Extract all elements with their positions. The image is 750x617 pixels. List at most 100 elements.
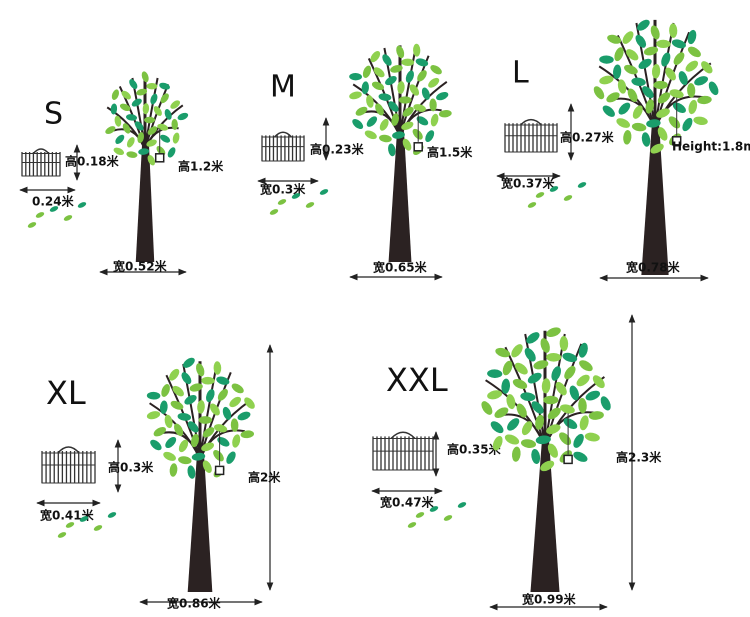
leaf bbox=[546, 353, 562, 362]
leaf bbox=[171, 118, 178, 130]
leaf bbox=[187, 421, 199, 433]
leaf bbox=[170, 400, 184, 410]
leaf bbox=[181, 372, 192, 385]
leaf bbox=[511, 344, 523, 358]
leaf bbox=[416, 116, 429, 126]
leaf bbox=[213, 361, 222, 375]
leaf bbox=[129, 79, 138, 90]
leaf bbox=[678, 71, 688, 86]
fence-height: 高0.27米 bbox=[560, 130, 615, 145]
tree bbox=[105, 71, 189, 262]
leaf bbox=[217, 436, 230, 447]
leaf bbox=[631, 77, 646, 86]
leaf bbox=[319, 189, 329, 195]
tree bbox=[593, 19, 719, 275]
leaf bbox=[531, 448, 541, 465]
leaf bbox=[512, 379, 528, 389]
leaf bbox=[428, 77, 440, 88]
leaf bbox=[563, 195, 573, 201]
leaf bbox=[401, 58, 415, 66]
leaf bbox=[361, 81, 369, 95]
tree-width: 宽0.52米 bbox=[112, 259, 168, 274]
leaf bbox=[160, 134, 171, 143]
leaf bbox=[201, 442, 214, 452]
leaf bbox=[546, 327, 561, 338]
leaf bbox=[635, 34, 647, 48]
leaf bbox=[122, 123, 131, 134]
leaf bbox=[159, 82, 171, 90]
leaf bbox=[682, 117, 693, 132]
leaf bbox=[240, 430, 255, 439]
fence-width: 宽0.47米 bbox=[379, 495, 435, 510]
leaf bbox=[114, 115, 122, 127]
leaf bbox=[355, 106, 368, 116]
leaf bbox=[375, 103, 384, 116]
leaf bbox=[388, 101, 399, 112]
birdhouse bbox=[154, 153, 165, 163]
leaf bbox=[533, 360, 549, 370]
leaf bbox=[153, 426, 166, 437]
size-label: L bbox=[512, 56, 529, 91]
leaf bbox=[379, 118, 389, 131]
leaf bbox=[142, 103, 150, 115]
leaf bbox=[559, 432, 572, 446]
leaf bbox=[650, 25, 660, 40]
leaf bbox=[189, 383, 203, 392]
leaf bbox=[146, 139, 157, 147]
tree-width: 宽0.86米 bbox=[166, 596, 222, 611]
leaf bbox=[169, 463, 178, 477]
leaf bbox=[349, 73, 363, 81]
leaf bbox=[645, 99, 655, 114]
fence-height: 高0.35米 bbox=[447, 442, 502, 457]
leaf bbox=[214, 424, 228, 433]
leaf bbox=[177, 413, 192, 421]
leaf bbox=[584, 432, 600, 442]
leaf bbox=[576, 374, 590, 387]
leaf bbox=[520, 392, 536, 402]
leaf bbox=[160, 93, 169, 104]
leaf bbox=[623, 130, 632, 145]
leaf bbox=[202, 427, 215, 438]
leaf bbox=[269, 209, 279, 215]
leaf bbox=[402, 106, 414, 117]
leaf bbox=[113, 147, 125, 156]
leaf bbox=[688, 99, 698, 115]
leaf bbox=[671, 39, 686, 49]
leaf bbox=[588, 411, 604, 420]
leaf bbox=[430, 65, 442, 75]
leaf bbox=[136, 88, 148, 96]
fence-arch bbox=[32, 148, 50, 155]
leaf bbox=[708, 81, 719, 96]
leaf bbox=[197, 400, 205, 414]
tree-height: 高1.5米 bbox=[427, 145, 473, 160]
leaf bbox=[232, 434, 241, 448]
leaf bbox=[277, 199, 287, 205]
leaf bbox=[694, 76, 709, 86]
leaf bbox=[540, 338, 550, 353]
leaf bbox=[436, 91, 449, 101]
leaf bbox=[592, 375, 605, 389]
leaf bbox=[146, 83, 158, 90]
leaf bbox=[599, 75, 614, 85]
leaf bbox=[147, 155, 156, 166]
leaf bbox=[198, 416, 213, 424]
tree bbox=[349, 43, 452, 262]
leaf bbox=[687, 83, 696, 98]
fence-icon bbox=[372, 431, 434, 471]
leaf bbox=[115, 134, 125, 144]
leaf bbox=[520, 439, 537, 448]
leaf bbox=[672, 102, 686, 113]
leaf bbox=[164, 109, 172, 120]
leaf bbox=[457, 502, 467, 508]
leaf bbox=[551, 366, 561, 381]
leaf bbox=[126, 151, 138, 158]
tree-width: 宽0.99米 bbox=[521, 592, 577, 607]
leaf bbox=[650, 143, 664, 154]
leaf bbox=[138, 148, 150, 155]
leaf bbox=[147, 126, 158, 135]
leaf bbox=[305, 202, 315, 208]
leaf bbox=[425, 130, 435, 142]
leaf bbox=[371, 81, 385, 91]
leaf bbox=[65, 522, 75, 528]
leaf bbox=[563, 418, 578, 430]
